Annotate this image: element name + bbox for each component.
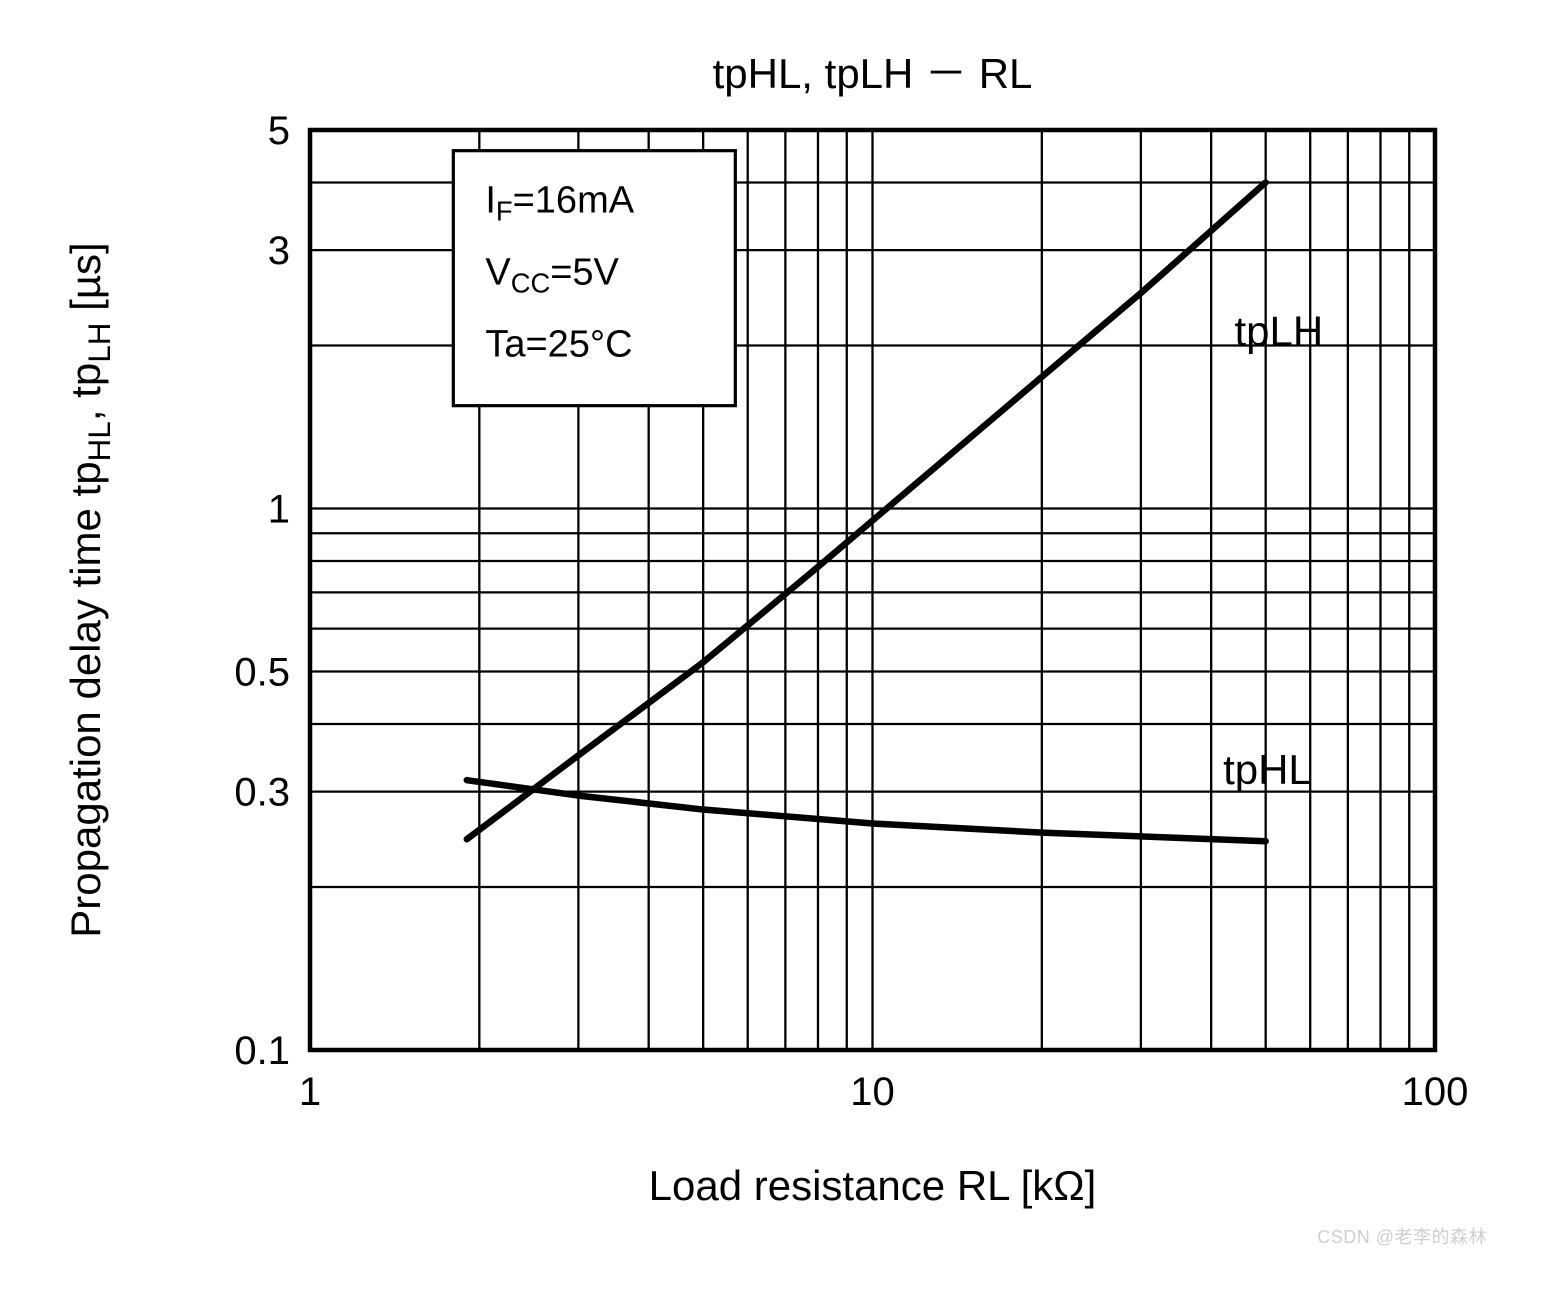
ytick-label: 5 bbox=[268, 109, 290, 153]
series-label-tpHL: tpHL bbox=[1223, 746, 1312, 793]
ytick-label: 3 bbox=[268, 229, 290, 273]
ytick-label: 0.3 bbox=[234, 771, 290, 815]
chart-svg: tpLH tpHL 1 10 100 0.1 0.3 0.5 1 3 5 tpHL, tpLH － R… bbox=[40, 40, 1507, 1257]
x-axis-label: Load resistance RL [kΩ] bbox=[649, 1162, 1097, 1209]
annotation-line: VCC=5V bbox=[485, 252, 619, 299]
ytick-label: 0.1 bbox=[234, 1029, 290, 1073]
xtick-label: 1 bbox=[299, 1070, 321, 1114]
annotation-line: Ta=25°C bbox=[485, 324, 632, 366]
chart-title: tpHL, tpLH － RL bbox=[713, 50, 1033, 97]
ytick-label: 1 bbox=[268, 487, 290, 531]
xtick-label: 100 bbox=[1402, 1070, 1469, 1114]
watermark: CSDN @老李的森林 bbox=[1317, 1223, 1487, 1249]
xtick-label: 10 bbox=[850, 1070, 895, 1114]
series-label-tpLH: tpLH bbox=[1234, 307, 1323, 354]
ytick-label: 0.5 bbox=[234, 651, 290, 695]
chart-container: tpLH tpHL 1 10 100 0.1 0.3 0.5 1 3 5 tpHL, tpLH － R… bbox=[40, 40, 1507, 1257]
